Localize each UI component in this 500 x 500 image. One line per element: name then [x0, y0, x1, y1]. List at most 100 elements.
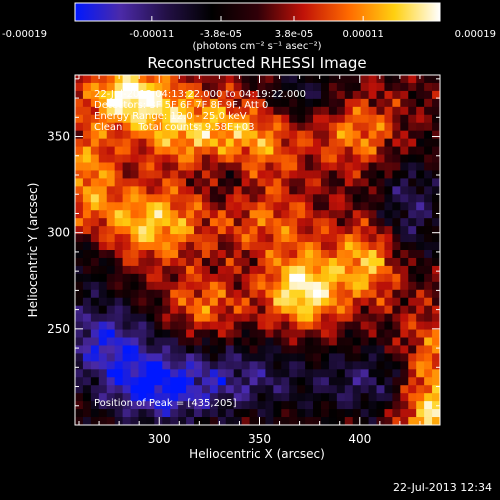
heatmap-cell: [384, 154, 393, 163]
heatmap-cell: [328, 369, 338, 378]
heatmap-cell: [201, 114, 211, 124]
heatmap-cell: [162, 417, 171, 426]
heatmap-cell: [225, 250, 235, 259]
heatmap-cell: [114, 75, 123, 84]
heatmap-cell: [122, 393, 131, 402]
heatmap-cell: [186, 130, 195, 140]
heatmap-cell: [352, 257, 362, 267]
heatmap-cell: [217, 178, 227, 187]
heatmap-cell: [122, 122, 131, 132]
heatmap-cell: [344, 138, 354, 147]
heatmap-cell: [320, 385, 330, 394]
heatmap-cell: [305, 345, 314, 354]
heatmap-cell: [170, 409, 179, 418]
heatmap-cell: [217, 226, 227, 235]
heatmap-cell: [98, 202, 108, 211]
heatmap-cell: [178, 234, 187, 243]
heatmap-cell: [424, 106, 433, 116]
heatmap-cell: [217, 417, 227, 426]
colorbar-tick-label: 0.00011: [342, 29, 383, 40]
heatmap-cell: [122, 337, 131, 346]
heatmap-cell: [416, 82, 425, 92]
heatmap-cell: [114, 90, 123, 100]
heatmap-cell: [376, 289, 385, 299]
heatmap-cell: [233, 82, 243, 92]
heatmap-cell: [106, 361, 116, 370]
heatmap-cell: [320, 170, 330, 179]
heatmap-cell: [130, 146, 139, 155]
heatmap-cell: [249, 250, 258, 259]
heatmap-cell: [217, 281, 227, 291]
heatmap-cell: [416, 202, 425, 211]
heatmap-cell: [114, 353, 123, 362]
heatmap-cell: [384, 385, 393, 394]
heatmap-cell: [241, 377, 250, 386]
heatmap-cell: [249, 75, 258, 84]
heatmap-cell: [122, 106, 131, 116]
heatmap-cell: [265, 186, 274, 195]
heatmap-cell: [313, 385, 322, 394]
heatmap-cell: [432, 130, 441, 140]
heatmap-cell: [273, 130, 282, 140]
heatmap-cell: [241, 75, 250, 84]
heatmap-cell: [424, 75, 433, 84]
heatmap-cell: [392, 146, 401, 155]
heatmap-cell: [225, 289, 235, 299]
heatmap-cell: [265, 90, 274, 100]
heatmap-cell: [106, 154, 116, 163]
heatmap-cell: [368, 305, 377, 315]
heatmap-cell: [392, 281, 401, 291]
heatmap-cell: [320, 90, 330, 100]
heatmap-cell: [154, 353, 163, 362]
heatmap-cell: [241, 202, 250, 211]
heatmap-cell: [82, 321, 92, 330]
heatmap-cell: [225, 281, 235, 291]
heatmap-cell: [186, 162, 195, 171]
heatmap-cell: [82, 393, 92, 402]
heatmap-cell: [114, 377, 123, 386]
heatmap-cell: [424, 90, 433, 100]
heatmap-cell: [249, 218, 258, 227]
heatmap-cell: [194, 178, 203, 187]
heatmap-cell: [432, 138, 441, 147]
heatmap-cell: [233, 130, 243, 140]
heatmap-cell: [408, 297, 417, 307]
heatmap-cell: [194, 226, 203, 235]
heatmap-cell: [154, 122, 163, 132]
heatmap-cell: [75, 377, 84, 386]
heatmap-cell: [178, 114, 187, 124]
heatmap-cell: [138, 297, 147, 307]
heatmap-cell: [289, 329, 298, 338]
heatmap-cell: [281, 162, 290, 171]
heatmap-cell: [320, 289, 330, 299]
heatmap-cell: [114, 409, 123, 418]
heatmap-cell: [75, 186, 84, 195]
heatmap-cell: [376, 393, 385, 402]
heatmap-cell: [178, 122, 187, 132]
heatmap-cell: [138, 273, 147, 283]
heatmap-cell: [408, 385, 417, 394]
heatmap-cell: [90, 122, 100, 132]
heatmap-cell: [344, 82, 354, 92]
heatmap-cell: [352, 194, 362, 203]
heatmap-cell: [408, 234, 417, 243]
heatmap-cell: [400, 146, 409, 155]
heatmap-cell: [376, 226, 385, 235]
heatmap-cell: [368, 186, 377, 195]
heatmap-cell: [130, 329, 139, 338]
heatmap-cell: [336, 90, 346, 100]
annotation-detectors: Detectors: 3F 5F 6F 7F 8F 9F, Att 0: [94, 100, 268, 111]
heatmap-cell: [392, 130, 401, 140]
heatmap-cell: [209, 162, 219, 171]
heatmap-cell: [273, 114, 282, 124]
heatmap-cell: [170, 265, 179, 275]
heatmap-cell: [368, 409, 377, 418]
heatmap-cell: [209, 186, 219, 195]
heatmap-cell: [384, 210, 393, 219]
heatmap-cell: [360, 401, 369, 410]
heatmap-cell: [352, 393, 362, 402]
heatmap-cell: [328, 250, 338, 259]
heatmap-cell: [289, 106, 298, 116]
heatmap-cell: [241, 345, 250, 354]
